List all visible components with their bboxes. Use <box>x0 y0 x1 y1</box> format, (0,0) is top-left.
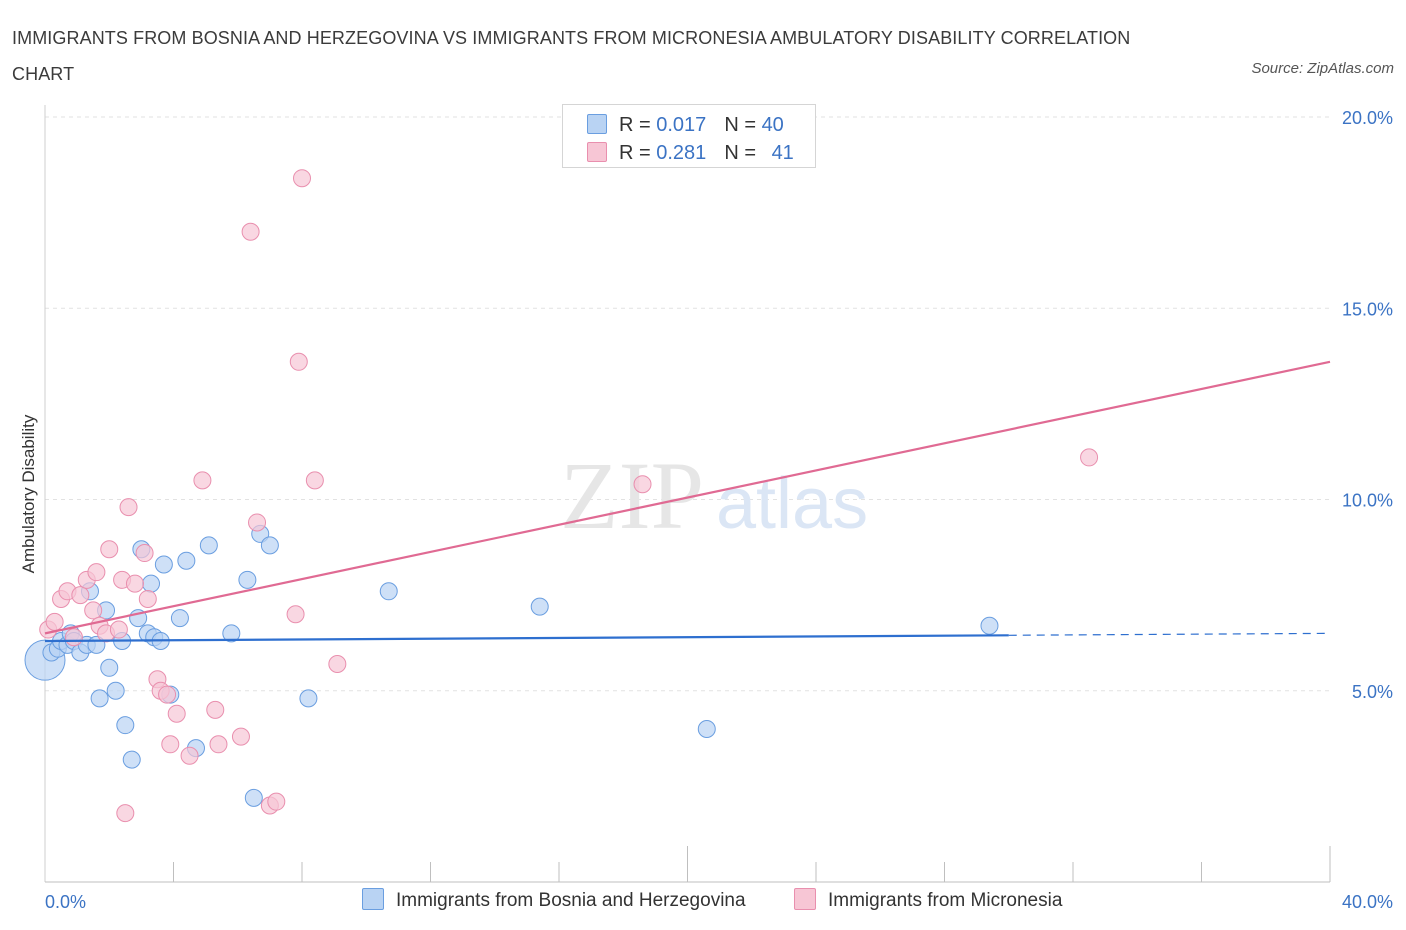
legend-r-label: R = <box>619 142 657 164</box>
micronesia-point <box>241 222 260 241</box>
micronesia-point <box>119 498 138 517</box>
bosnia-point <box>90 689 109 708</box>
y-tick-label: 5.0% <box>1352 682 1393 702</box>
micronesia-point <box>109 620 128 639</box>
legend-r-value-micronesia: 0.281 <box>656 142 707 164</box>
legend-row-bosnia: R = 0.017 N = 40 <box>587 113 784 137</box>
legend-n-value-micronesia: 41 <box>771 142 794 164</box>
micronesia-point <box>138 589 157 608</box>
micronesia-point <box>286 605 305 624</box>
bosnia-point <box>170 609 189 628</box>
legend-r-value-bosnia: 0.017 <box>656 114 707 136</box>
chart-title: IMMIGRANTS FROM BOSNIA AND HERZEGOVINA V… <box>12 28 1131 84</box>
x-tick-label-max: 40.0% <box>1342 892 1393 912</box>
micronesia-point <box>209 735 228 754</box>
watermark-atlas: atlas <box>716 464 868 544</box>
bottom-legend-bosnia: Immigrants from Bosnia and Herzegovina <box>362 888 746 912</box>
micronesia-point <box>161 735 180 754</box>
micronesia-point <box>206 700 225 719</box>
bottom-legend-swatch-bosnia <box>362 888 384 910</box>
legend-n-value-bosnia: 40 <box>761 114 784 136</box>
micronesia-point <box>231 727 250 746</box>
data-points <box>24 169 1099 823</box>
micronesia-point <box>1080 448 1099 467</box>
axis-labels: 5.0% 10.0% 15.0% 20.0% 0.0% 40.0% Ambulatory D… <box>19 108 1393 912</box>
bosnia-point <box>122 750 141 769</box>
bosnia-point <box>154 555 173 574</box>
legend-r-label: R = <box>619 114 657 136</box>
micronesia-point <box>84 601 103 620</box>
bosnia-point <box>530 597 549 616</box>
y-tick-label: 20.0% <box>1342 108 1393 128</box>
micronesia-point <box>116 804 135 823</box>
micronesia-point <box>158 685 177 704</box>
y-tick-label: 10.0% <box>1342 491 1393 511</box>
micronesia-point <box>71 586 90 605</box>
legend-swatch-micronesia <box>587 142 607 162</box>
bosnia-point <box>379 582 398 601</box>
bottom-legend-swatch-micronesia <box>794 888 816 910</box>
axes <box>44 105 1331 883</box>
micronesia-point <box>267 792 286 811</box>
bosnia-point <box>142 574 161 593</box>
legend-n-label: N = <box>724 114 762 136</box>
micronesia-point <box>64 628 83 647</box>
watermark-zip: ZIP <box>560 442 704 549</box>
bosnia-point <box>299 689 318 708</box>
bosnia-trend-line <box>44 634 1009 643</box>
bosnia-point <box>697 720 716 738</box>
micronesia-point <box>305 471 324 490</box>
micronesia-point <box>135 544 154 563</box>
bosnia-point <box>260 536 279 555</box>
micronesia-point <box>633 475 652 494</box>
legend-n-label: N = <box>724 142 762 164</box>
x-tick-label-min: 0.0% <box>45 892 86 912</box>
micronesia-point <box>193 471 212 490</box>
bosnia-point <box>238 570 257 589</box>
micronesia-trend-line <box>44 360 1331 635</box>
bosnia-point <box>106 681 125 700</box>
micronesia-point <box>100 540 119 559</box>
correlation-legend: R = 0.017 N = 40 R = 0.281 N = 41 <box>562 104 816 168</box>
micronesia-point <box>293 169 311 188</box>
legend-row-micronesia: R = 0.281 N = 41 <box>587 141 794 165</box>
bottom-legend-label-micronesia: Immigrants from Micronesia <box>828 890 1063 911</box>
micronesia-point <box>328 654 347 673</box>
bosnia-point <box>100 658 119 677</box>
micronesia-point <box>87 563 106 582</box>
bosnia-point <box>177 551 196 570</box>
bosnia-point <box>222 624 241 643</box>
micronesia-point <box>167 704 186 723</box>
source-credit: Source: ZipAtlas.com <box>1251 60 1394 77</box>
micronesia-point <box>289 352 308 371</box>
micronesia-point <box>45 612 64 631</box>
bosnia-point <box>980 616 999 635</box>
bottom-legend-micronesia: Immigrants from Micronesia <box>794 888 1062 912</box>
y-tick-label: 15.0% <box>1342 299 1393 319</box>
bottom-legend-label-bosnia: Immigrants from Bosnia and Herzegovina <box>396 890 746 911</box>
micronesia-point <box>125 574 144 593</box>
bosnia-point <box>199 536 218 555</box>
micronesia-point <box>248 513 267 532</box>
gridlines <box>45 116 1330 692</box>
bosnia-point <box>116 716 135 735</box>
watermark: ZIP atlas <box>560 442 868 549</box>
legend-swatch-bosnia <box>587 114 607 134</box>
trend-lines <box>44 360 1331 643</box>
bosnia-point <box>244 788 263 807</box>
micronesia-point <box>180 746 199 765</box>
bosnia-trend-extension <box>1008 632 1331 636</box>
y-axis-title: Ambulatory Disability <box>19 414 38 573</box>
